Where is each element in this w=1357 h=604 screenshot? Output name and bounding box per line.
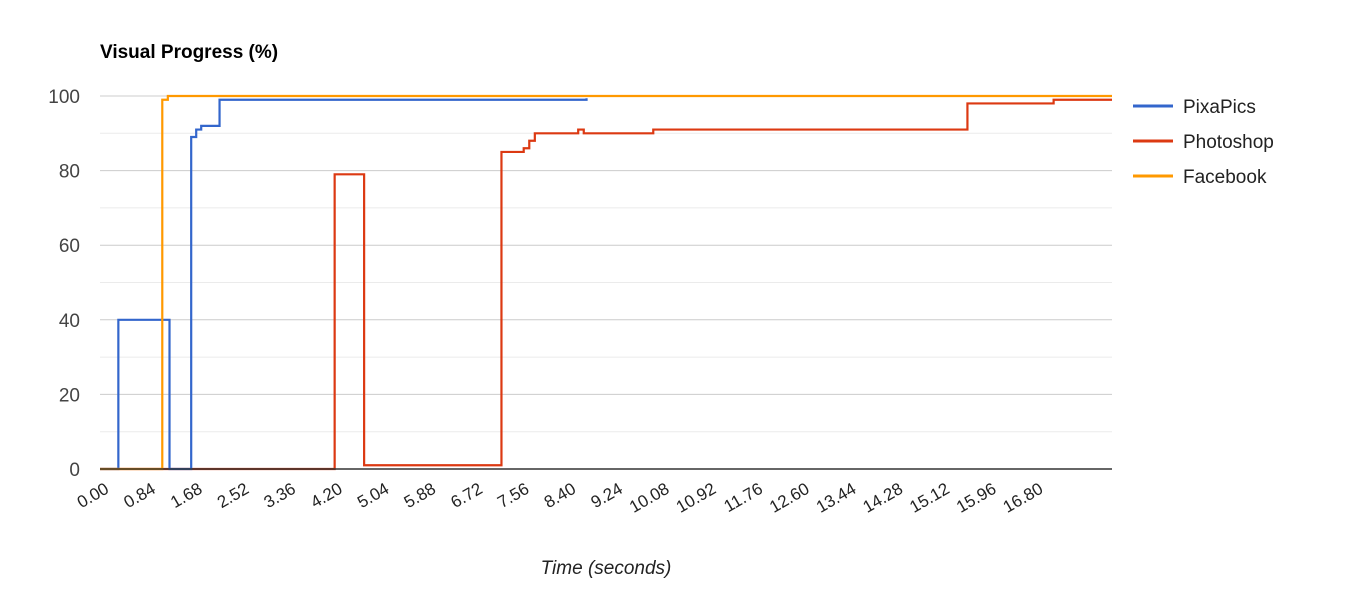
series-line-pixapics: [100, 98, 588, 471]
chart-title: Visual Progress (%): [100, 42, 278, 63]
x-tick-label: 11.76: [721, 479, 766, 516]
x-tick-label: 1.68: [167, 479, 205, 512]
x-tick-label: 0.00: [74, 479, 112, 512]
x-tick-label: 9.24: [588, 479, 626, 512]
x-tick-label: 15.12: [906, 479, 952, 517]
x-tick-label: 13.44: [813, 479, 859, 517]
x-tick-label: 12.60: [766, 479, 812, 517]
series-line-photoshop: [100, 98, 1112, 471]
legend-label-pixapics: PixaPics: [1183, 97, 1256, 118]
x-tick-label: 0.84: [121, 479, 159, 512]
y-axis-ticks: 0 20 40 60 80 100: [48, 87, 80, 481]
y-tick-label: 60: [59, 236, 80, 257]
x-tick-label: 10.92: [673, 479, 719, 517]
grid-lines: [100, 95, 1112, 433]
x-tick-label: 8.40: [541, 479, 579, 512]
x-tick-label: 10.08: [626, 479, 672, 517]
legend-label-photoshop: Photoshop: [1183, 132, 1274, 153]
x-tick-label: 7.56: [494, 479, 532, 512]
x-tick-label: 5.88: [401, 479, 439, 512]
legend-label-facebook: Facebook: [1183, 167, 1267, 188]
y-tick-label: 40: [59, 311, 80, 332]
x-tick-label: 3.36: [261, 479, 299, 512]
x-axis-ticks: 0.00 0.84 1.68 2.52 3.36 4.20 5.04 5.88 6.72 7.56…: [74, 479, 1046, 517]
x-tick-label: 16.80: [1000, 479, 1046, 517]
y-tick-label: 0: [69, 460, 80, 481]
legend: PixaPics Photoshop Facebook: [1133, 97, 1274, 188]
x-tick-label: 6.72: [448, 479, 486, 512]
x-tick-label: 15.96: [953, 479, 999, 517]
y-tick-label: 80: [59, 162, 80, 183]
x-tick-label: 2.52: [214, 479, 252, 512]
x-tick-label: 14.28: [860, 479, 906, 517]
y-tick-label: 20: [59, 385, 80, 406]
x-axis-title: Time (seconds): [541, 558, 672, 579]
x-tick-label: 5.04: [354, 479, 392, 512]
x-tick-label: 4.20: [307, 479, 345, 512]
y-tick-label: 100: [48, 87, 80, 108]
